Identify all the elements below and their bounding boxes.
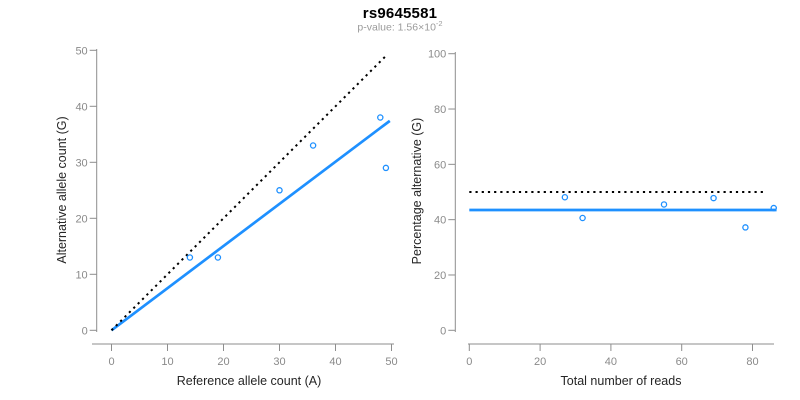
identity-line [110,55,387,332]
p-value-exponent: -2 [435,19,443,28]
x-tick-label: 40 [605,356,617,368]
data-point [309,142,317,149]
x-tick-label: 30 [273,356,285,368]
y-tick-label: 60 [434,159,446,171]
y-tick-label: 10 [75,269,87,281]
plot-subtitle: p-value: 1.56×10-2 [0,19,800,34]
percentage-vs-reads-scatter: 0 20 40 60 80 0 20 40 60 80 100 Total number of rea… [410,49,777,388]
y-tick-label: 0 [82,325,88,337]
data-point [770,204,777,212]
data-point [742,224,749,231]
data-point [710,194,717,202]
x-tick-label: 40 [329,356,341,368]
x-tick-label: 0 [466,356,472,368]
x-tick-label: 50 [385,356,397,368]
data-point [214,254,222,261]
x-tick-label: 10 [161,356,173,368]
y-tick-label: 100 [428,49,446,61]
x-axis-title: Total number of reads [561,374,682,388]
x-tick-label: 0 [108,356,114,368]
x-tick-label: 20 [534,356,546,368]
data-point [377,114,384,121]
y-tick-label: 40 [75,101,87,113]
data-point [660,201,668,208]
allele-count-scatter: 0 10 20 30 40 50 0 10 20 30 40 50 Reference allele c… [55,45,398,388]
y-tick-label: 20 [434,270,446,282]
y-tick-label: 0 [440,325,446,337]
y-tick-label: 20 [75,213,87,225]
fit-line [110,119,391,332]
y-axis-title: Alternative allele count (G) [55,116,69,263]
data-point [382,164,390,172]
y-axis-title: Percentage alternative (G) [410,118,424,265]
data-point [579,214,586,222]
plot-title: rs9645581 [362,5,438,22]
x-tick-label: 60 [676,356,688,368]
data-point [561,194,569,201]
y-tick-label: 30 [75,157,87,169]
p-value-text: p-value: 1.56×10 [357,21,436,34]
data-point [276,187,283,194]
y-tick-label: 50 [75,45,87,57]
x-tick-label: 80 [746,356,758,368]
y-tick-label: 80 [434,104,446,116]
y-tick-label: 40 [434,215,446,227]
x-tick-label: 20 [217,356,229,368]
x-axis-title: Reference allele count (A) [177,374,322,388]
data-point [186,254,194,261]
